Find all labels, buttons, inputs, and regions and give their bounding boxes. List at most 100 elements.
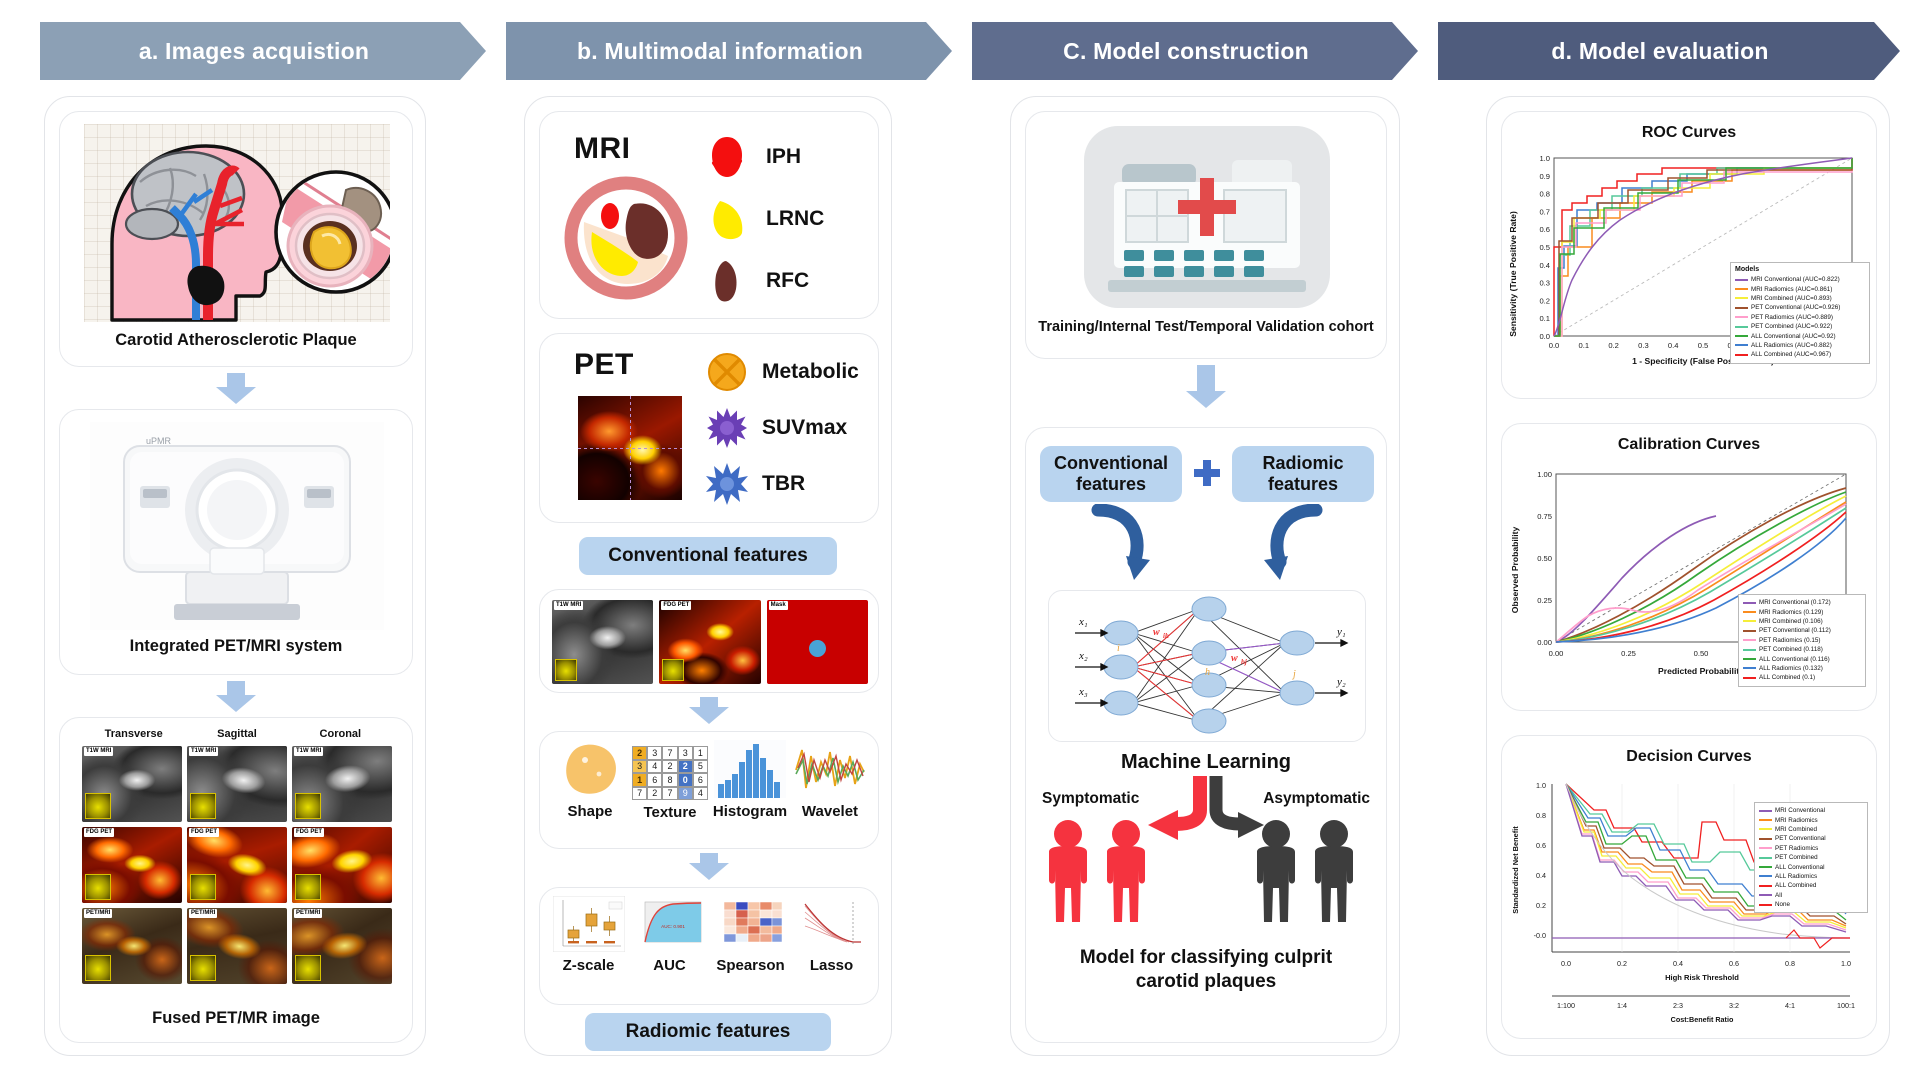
mri-feature-iph: IPH bbox=[706, 126, 874, 188]
calibration-y-axis-label: Observed Probability bbox=[1510, 527, 1520, 614]
svg-text:0.1: 0.1 bbox=[1539, 314, 1550, 323]
banner-step-b: b. Multimodal information bbox=[506, 22, 952, 80]
image-tag-pet-mri: PET/MRI bbox=[84, 909, 113, 918]
pet-title: PET bbox=[574, 348, 634, 381]
symptomatic-people-icon bbox=[1049, 820, 1145, 922]
pet-feature-metabolic: Metabolic bbox=[706, 344, 878, 400]
chart-calibration-curves: Calibration Curves Observed Probability … bbox=[1501, 423, 1877, 711]
svg-text:hj: hj bbox=[1241, 658, 1247, 666]
svg-text:0.9: 0.9 bbox=[1539, 172, 1550, 181]
auc-annotation-text: AUC: 0.901 bbox=[661, 924, 685, 929]
legend-item: PET Combined bbox=[1759, 853, 1863, 862]
panel-c-model-construction: Training/Internal Test/Temporal Validati… bbox=[1010, 96, 1400, 1056]
symptomatic-label: Symptomatic bbox=[1042, 790, 1140, 807]
svg-text:2:3: 2:3 bbox=[1673, 1001, 1683, 1010]
decision-legend: MRI Conventional MRI Radiomics MRI Combi… bbox=[1754, 802, 1868, 914]
legend-item: MRI Radiomics (AUC=0.861) bbox=[1735, 284, 1865, 293]
thumbnail-icon bbox=[555, 659, 577, 681]
feature-type-shape: Shape bbox=[550, 740, 630, 821]
texture-cell: 2 bbox=[677, 759, 693, 773]
machine-learning-caption: Machine Learning bbox=[1120, 751, 1292, 773]
selection-step-lasso-label: Lasso bbox=[809, 957, 854, 974]
decision-x-axis-label-2: Cost:Benefit Ratio bbox=[1671, 1015, 1734, 1024]
svg-text:0.6: 0.6 bbox=[1729, 959, 1739, 968]
calibration-title: Calibration Curves bbox=[1617, 436, 1761, 453]
source-image-tag-t1w: T1W MRI bbox=[554, 601, 584, 610]
legend-item: ALL Conventional (AUC=0.92) bbox=[1735, 331, 1865, 340]
svg-text:0.0: 0.0 bbox=[1549, 341, 1560, 350]
card-model-construction: Conventional features Radiomic features bbox=[1025, 427, 1387, 1043]
svg-text:0.2: 0.2 bbox=[1608, 341, 1619, 350]
thumbnail-icon bbox=[85, 955, 111, 981]
legend-item: MRI Conventional (AUC=0.822) bbox=[1735, 275, 1865, 284]
legend-item: MRI Radiomics (0.129) bbox=[1743, 607, 1861, 616]
svg-text:0.8: 0.8 bbox=[1785, 959, 1795, 968]
svg-text:0.00: 0.00 bbox=[1549, 649, 1564, 658]
card-cohort: Training/Internal Test/Temporal Validati… bbox=[1025, 111, 1387, 359]
svg-text:0.5: 0.5 bbox=[1698, 341, 1709, 350]
svg-text:0.6: 0.6 bbox=[1539, 225, 1550, 234]
panel-d-model-evaluation: ROC Curves Sensitivity (True Positive Ra… bbox=[1486, 96, 1890, 1056]
selection-step-spearson: Spearson bbox=[710, 896, 791, 974]
carotid-plaque-caption: Carotid Atherosclerotic Plaque bbox=[115, 331, 357, 349]
legend-item: PET Radiomics (0.15) bbox=[1743, 636, 1861, 645]
pet-heatmap-thumbnail bbox=[578, 396, 682, 500]
neural-network-diagram: x₁ x₂ x₃ y₁ y₂ i h j w ih w hj bbox=[1048, 590, 1366, 742]
badge-conventional-features-label: Conventional features bbox=[608, 545, 808, 566]
source-image-fdg-pet: FDG PET bbox=[659, 600, 761, 684]
banner-step-a: a. Images acquistion bbox=[40, 22, 486, 80]
card-source-images: T1W MRI FDG PET Mask bbox=[539, 589, 879, 693]
feature-type-histogram: Histogram bbox=[710, 740, 790, 821]
panel-b-multimodal-information: MRI IPH bbox=[524, 96, 892, 1056]
hospital-icon-background bbox=[1084, 126, 1330, 308]
legend-item: ALL Combined (0.1) bbox=[1743, 673, 1861, 682]
thumbnail-icon bbox=[190, 874, 216, 900]
svg-text:0.2: 0.2 bbox=[1617, 959, 1627, 968]
feature-type-texture: 2 3 7 3 1 3 4 2 2 5 1 6 8 0 6 bbox=[630, 740, 710, 821]
roc-title: ROC Curves bbox=[1641, 124, 1737, 141]
pet-feature-metabolic-label: Metabolic bbox=[762, 360, 859, 383]
carotid-plaque-illustration bbox=[84, 124, 390, 322]
iph-icon bbox=[712, 137, 742, 177]
texture-cell: 3 bbox=[647, 746, 663, 760]
thumbnail-icon bbox=[295, 874, 321, 900]
pet-feature-suvmax-label: SUVmax bbox=[762, 416, 848, 439]
spearman-heatmap-icon bbox=[713, 896, 788, 952]
thumbnail-icon bbox=[85, 874, 111, 900]
card-fused-pet-mr: Transverse Sagittal Coronal T1W MRI T1W … bbox=[59, 717, 413, 1043]
svg-text:0.2: 0.2 bbox=[1536, 901, 1546, 910]
texture-cell: 5 bbox=[692, 759, 708, 773]
texture-cell: 3 bbox=[632, 759, 648, 773]
legend-item: PET Combined (0.118) bbox=[1743, 645, 1861, 654]
plus-icon bbox=[1194, 460, 1220, 486]
feature-type-wavelet-label: Wavelet bbox=[801, 803, 859, 820]
selection-step-auc: AUC: 0.901 AUC bbox=[629, 896, 710, 974]
svg-text:0.6: 0.6 bbox=[1536, 841, 1546, 850]
banner-step-b-label: b. Multimodal information bbox=[576, 37, 864, 64]
lasso-icon bbox=[796, 896, 867, 952]
image-coronal-t1w: T1W MRI bbox=[292, 746, 392, 822]
nn-label-j: j bbox=[1291, 669, 1296, 680]
selection-step-lasso: Lasso bbox=[791, 896, 872, 974]
legend-item: PET Conventional bbox=[1759, 834, 1863, 843]
banner-step-d-label: d. Model evaluation bbox=[1551, 37, 1769, 64]
image-transverse-t1w: T1W MRI bbox=[82, 746, 182, 822]
mri-title: MRI bbox=[574, 132, 631, 165]
lrnc-icon bbox=[713, 201, 743, 240]
legend-item: MRI Conventional bbox=[1759, 806, 1863, 815]
svg-text:0.0: 0.0 bbox=[1561, 959, 1571, 968]
svg-text:0.1: 0.1 bbox=[1579, 341, 1590, 350]
feature-type-texture-label: Texture bbox=[643, 804, 697, 821]
selection-step-z-scale-label: Z-scale bbox=[562, 957, 615, 974]
texture-cell: 9 bbox=[677, 786, 693, 800]
pet-feature-list: Metabolic SUVmax bbox=[706, 344, 878, 512]
svg-text:1.0: 1.0 bbox=[1539, 154, 1550, 163]
svg-text:0.25: 0.25 bbox=[1621, 649, 1636, 658]
fused-image-caption: Fused PET/MR image bbox=[152, 1009, 320, 1027]
svg-text:0.00: 0.00 bbox=[1537, 638, 1552, 647]
model-caption: Model for classifying culprit carotid pl… bbox=[1079, 947, 1333, 992]
feature-type-shape-label: Shape bbox=[567, 803, 613, 820]
image-tag-t1w-mri: T1W MRI bbox=[294, 747, 324, 756]
card-feature-selection: Z-scale AUC: 0.901 AUC bbox=[539, 887, 879, 1005]
pet-mri-image-grid: T1W MRI T1W MRI T1W MRI FDG PET bbox=[82, 746, 392, 984]
